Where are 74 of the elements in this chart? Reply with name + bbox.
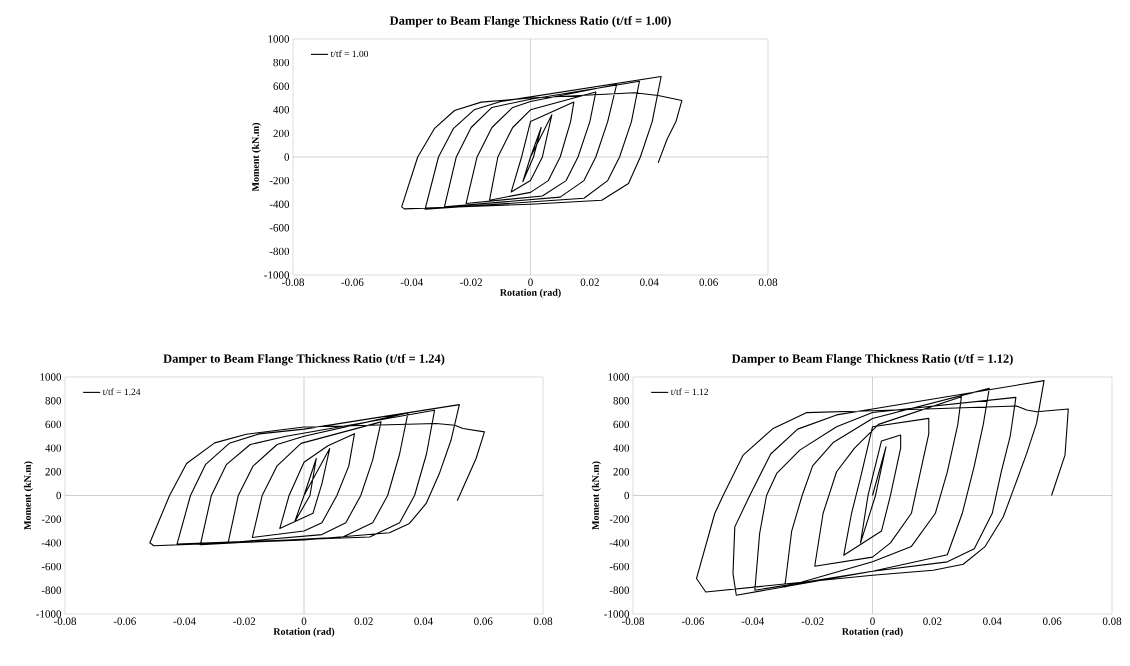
x-tick-label: 0.02	[580, 278, 599, 286]
y-tick-label: 200	[613, 468, 630, 476]
y-tick-label: -200	[609, 515, 630, 523]
x-tick-label: -0.06	[341, 278, 364, 286]
line-series	[149, 404, 486, 547]
x-tick-label: 0	[528, 278, 533, 286]
y-tick-label: 400	[45, 444, 62, 452]
x-tick-label: -0.02	[801, 617, 824, 625]
y-tick-label: -800	[609, 586, 630, 594]
x-axis-title: Rotation (rad)	[841, 627, 903, 637]
x-tick-label: 0.06	[699, 278, 718, 286]
y-tick-label: -400	[609, 539, 630, 547]
y-tick-label: 800	[613, 396, 630, 405]
y-tick-label: 200	[45, 468, 62, 476]
y-tick-label: 800	[273, 58, 290, 67]
x-tick-label: 0.06	[1042, 617, 1062, 625]
y-axis-title: Moment (kN.m)	[591, 461, 601, 530]
y-tick-label: 0	[624, 491, 630, 500]
x-tick-label: -0.04	[400, 278, 424, 286]
y-tick-label: 600	[45, 420, 62, 429]
y-tick-label: -1000	[604, 610, 630, 618]
x-tick-label: 0.08	[1102, 617, 1122, 625]
y-tick-label: 200	[273, 129, 290, 138]
y-tick-label: 1000	[608, 373, 630, 381]
y-tick-label: -600	[41, 562, 62, 571]
y-tick-label: 0	[284, 153, 290, 161]
legend-label: t/tf = 1.24	[102, 388, 141, 396]
x-axis-title: Rotation (rad)	[273, 627, 335, 637]
y-tick-label: 800	[45, 396, 62, 405]
y-tick-label: -200	[269, 176, 290, 185]
y-tick-label: -200	[41, 515, 62, 523]
x-tick-label: -0.06	[113, 617, 136, 625]
x-tick-label: -0.08	[621, 617, 645, 625]
y-tick-label: -800	[269, 247, 290, 256]
y-tick-label: 400	[273, 106, 290, 114]
x-tick-label: 0.02	[923, 617, 942, 625]
chart-title: Damper to Beam Flange Thickness Ratio (t/tf = 1.24)	[163, 353, 445, 366]
chart-title: Damper to Beam Flange Thickness Ratio (t/tf = 1.00)	[389, 15, 671, 28]
x-tick-label: 0.04	[640, 278, 659, 286]
y-tick-label: -800	[41, 586, 62, 594]
x-tick-label: -0.02	[460, 278, 482, 286]
chart-title: Damper to Beam Flange Thickness Ratio (t/tf = 1.12)	[731, 353, 1013, 366]
line-series	[695, 380, 1069, 596]
x-tick-label: 0.08	[758, 278, 778, 286]
x-tick-label: 0.04	[414, 617, 433, 625]
x-axis-title: Rotation (rad)	[499, 288, 561, 298]
x-tick-label: 0.06	[474, 617, 493, 625]
x-tick-label: -0.04	[173, 617, 196, 625]
x-tick-label: -0.06	[681, 617, 705, 625]
y-tick-label: -600	[269, 224, 290, 232]
y-axis-title: Moment (kN.m)	[251, 123, 261, 192]
x-tick-label: 0.02	[354, 617, 373, 625]
x-tick-label: 0	[870, 617, 875, 625]
y-tick-label: 0	[56, 491, 62, 500]
x-tick-label: 0.08	[533, 617, 553, 625]
x-tick-label: 0.04	[983, 617, 1002, 625]
y-tick-label: -1000	[36, 610, 62, 618]
y-tick-label: -600	[609, 562, 630, 571]
y-tick-label: -1000	[264, 271, 290, 279]
y-tick-label: 600	[613, 420, 630, 429]
y-tick-label: -400	[41, 539, 62, 547]
x-tick-label: -0.08	[281, 278, 305, 286]
y-tick-label: 600	[273, 82, 290, 90]
x-tick-label: -0.08	[53, 617, 77, 625]
y-axis-title: Moment (kN.m)	[23, 461, 33, 530]
x-tick-label: -0.02	[233, 617, 256, 625]
legend-label: t/tf = 1.00	[330, 50, 369, 58]
x-tick-label: -0.04	[741, 617, 765, 625]
y-tick-label: 1000	[40, 373, 62, 381]
x-tick-label: 0	[301, 617, 307, 625]
legend-label: t/tf = 1.12	[670, 388, 709, 396]
y-tick-label: -400	[269, 200, 290, 208]
y-tick-label: 400	[613, 444, 630, 452]
y-tick-label: 1000	[268, 35, 290, 43]
